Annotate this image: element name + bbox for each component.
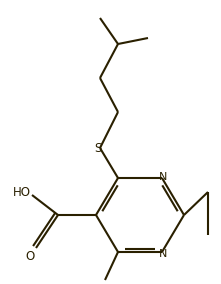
Text: HO: HO (13, 187, 31, 199)
Text: O: O (25, 250, 35, 262)
Text: N: N (159, 249, 167, 259)
Text: S: S (94, 143, 102, 156)
Text: N: N (159, 172, 167, 182)
